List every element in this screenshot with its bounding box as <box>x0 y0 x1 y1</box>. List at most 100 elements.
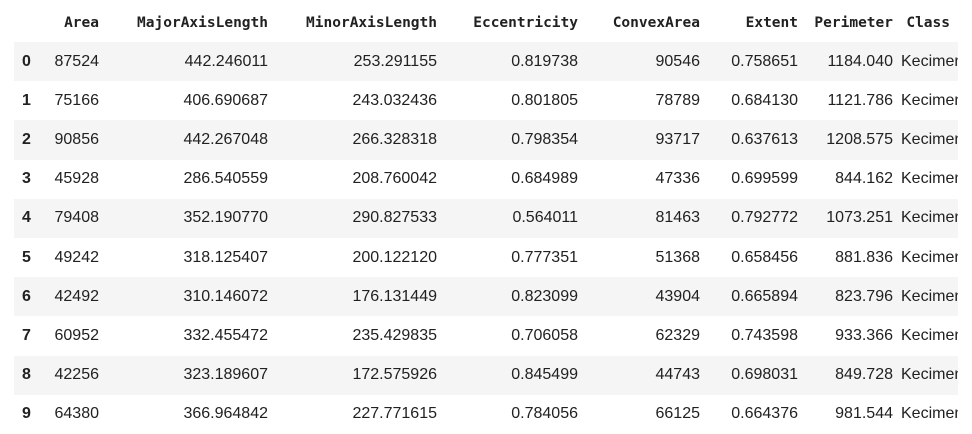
table-body: 0 87524 442.246011 253.291155 0.819738 90546 0… <box>14 42 958 434</box>
table-cell: 0.784056 <box>511 405 578 423</box>
column-header: Perimeter <box>814 15 893 31</box>
table-header: Area MajorAxisLength MinorAxisLength Eccent… <box>14 4 958 42</box>
table-cell: 332.455472 <box>183 326 268 344</box>
row-index: 7 <box>22 326 31 344</box>
table-cell: 90546 <box>655 52 701 70</box>
table-cell: 75166 <box>54 91 100 109</box>
row-index: 5 <box>22 248 31 266</box>
table-cell: Kecimen <box>901 209 958 227</box>
table-row: 1 75166 406.690687 243.032436 0.801805 78789 0… <box>14 81 958 120</box>
table-cell: 318.125407 <box>183 248 268 266</box>
table-cell: 45928 <box>54 170 100 188</box>
table-cell: 0.637613 <box>731 130 798 148</box>
table-row: 9 64380 366.964842 227.771615 0.784056 66125 0… <box>14 395 958 434</box>
column-header: Area <box>64 15 99 31</box>
table-cell: 60952 <box>54 326 100 344</box>
table-cell: Kecimen <box>901 405 958 423</box>
table-cell: 0.845499 <box>511 366 578 384</box>
table-cell: 44743 <box>655 366 701 384</box>
row-index: 1 <box>22 91 31 109</box>
table-cell: 87524 <box>54 52 100 70</box>
table-row: 0 87524 442.246011 253.291155 0.819738 90546 0… <box>14 42 958 82</box>
row-index: 0 <box>22 52 31 70</box>
table-cell: 1073.251 <box>826 209 893 227</box>
table-cell: 176.131449 <box>352 287 437 305</box>
table-row: 3 45928 286.540559 208.760042 0.684989 47336 0… <box>14 160 958 199</box>
table-cell: 93717 <box>655 130 701 148</box>
table-row: 5 49242 318.125407 200.122120 0.777351 51368 0… <box>14 238 958 277</box>
table-cell: 323.189607 <box>183 366 268 384</box>
dataframe-output: Area MajorAxisLength MinorAxisLength Eccent… <box>14 4 958 434</box>
table-cell: 79408 <box>54 209 100 227</box>
table-cell: 66125 <box>655 405 701 423</box>
table-cell: 933.366 <box>835 326 893 344</box>
table-cell: 64380 <box>54 405 100 423</box>
table-cell: 49242 <box>54 248 100 266</box>
table-cell: Kecimen <box>901 326 958 344</box>
table-cell: 78789 <box>655 91 701 109</box>
row-index: 4 <box>22 209 31 227</box>
table-cell: 366.964842 <box>183 405 268 423</box>
table-cell: 172.575926 <box>352 366 437 384</box>
column-header: Class <box>906 15 950 31</box>
table-cell: 0.792772 <box>731 209 798 227</box>
table-cell: 352.190770 <box>183 209 268 227</box>
table-cell: 62329 <box>655 326 701 344</box>
table-cell: 0.743598 <box>731 326 798 344</box>
table-cell: 1121.786 <box>827 91 893 109</box>
table-cell: 406.690687 <box>183 91 268 109</box>
row-index: 9 <box>22 405 31 423</box>
table-row: 2 90856 442.267048 266.328318 0.798354 93717 0… <box>14 120 958 160</box>
column-header: ConvexArea <box>612 15 700 31</box>
table-cell: 1184.040 <box>827 52 893 70</box>
table-row: 6 42492 310.146072 176.131449 0.823099 43904 0… <box>14 277 958 317</box>
table-cell: 0.564011 <box>512 209 578 227</box>
table-cell: 208.760042 <box>352 170 437 188</box>
table-cell: 310.146072 <box>183 287 268 305</box>
row-index: 3 <box>22 170 31 188</box>
table-row: 8 42256 323.189607 172.575926 0.845499 44743 0… <box>14 355 958 395</box>
row-index: 2 <box>22 130 31 148</box>
table-cell: 81463 <box>655 209 701 227</box>
table-cell: 235.429835 <box>352 326 437 344</box>
table-cell: 0.665894 <box>731 287 798 305</box>
header-row: Area MajorAxisLength MinorAxisLength Eccent… <box>14 4 958 42</box>
table-cell: Kecimen <box>901 91 958 109</box>
table-cell: 42256 <box>54 366 100 384</box>
table-cell: 844.162 <box>835 170 893 188</box>
dataframe-table: Area MajorAxisLength MinorAxisLength Eccent… <box>14 4 958 434</box>
table-cell: 266.328318 <box>352 130 437 148</box>
table-cell: 253.291155 <box>353 52 437 70</box>
column-header: MajorAxisLength <box>137 15 268 31</box>
table-cell: 227.771615 <box>352 405 437 423</box>
table-cell: 200.122120 <box>352 248 437 266</box>
table-cell: Kecimen <box>901 170 958 188</box>
table-cell: Kecimen <box>901 287 958 305</box>
table-cell: 981.544 <box>835 405 893 423</box>
table-cell: 0.777351 <box>511 248 578 266</box>
table-cell: 0.801805 <box>511 91 578 109</box>
row-index: 6 <box>22 287 31 305</box>
table-cell: 0.823099 <box>511 287 578 305</box>
table-cell: 0.699599 <box>731 170 798 188</box>
table-cell: 0.684989 <box>511 170 578 188</box>
table-cell: Kecimen <box>901 366 958 384</box>
row-index: 8 <box>22 366 31 384</box>
table-cell: 0.706058 <box>511 326 578 344</box>
table-cell: 0.664376 <box>731 405 798 423</box>
table-cell: 51368 <box>655 248 701 266</box>
column-header: MinorAxisLength <box>306 15 437 31</box>
table-cell: 90856 <box>54 130 100 148</box>
table-row: 7 60952 332.455472 235.429835 0.706058 62329 0… <box>14 316 958 355</box>
table-cell: 0.698031 <box>731 366 798 384</box>
table-cell: 286.540559 <box>183 170 268 188</box>
table-cell: 849.728 <box>835 366 893 384</box>
table-cell: Kecimen <box>901 248 958 266</box>
column-header: Extent <box>745 15 798 31</box>
column-header: Eccentricity <box>473 15 578 31</box>
table-cell: 881.836 <box>835 248 893 266</box>
table-cell: 43904 <box>655 287 701 305</box>
table-cell: Kecimen <box>901 130 958 148</box>
table-cell: 243.032436 <box>352 91 437 109</box>
table-cell: 823.796 <box>835 287 893 305</box>
